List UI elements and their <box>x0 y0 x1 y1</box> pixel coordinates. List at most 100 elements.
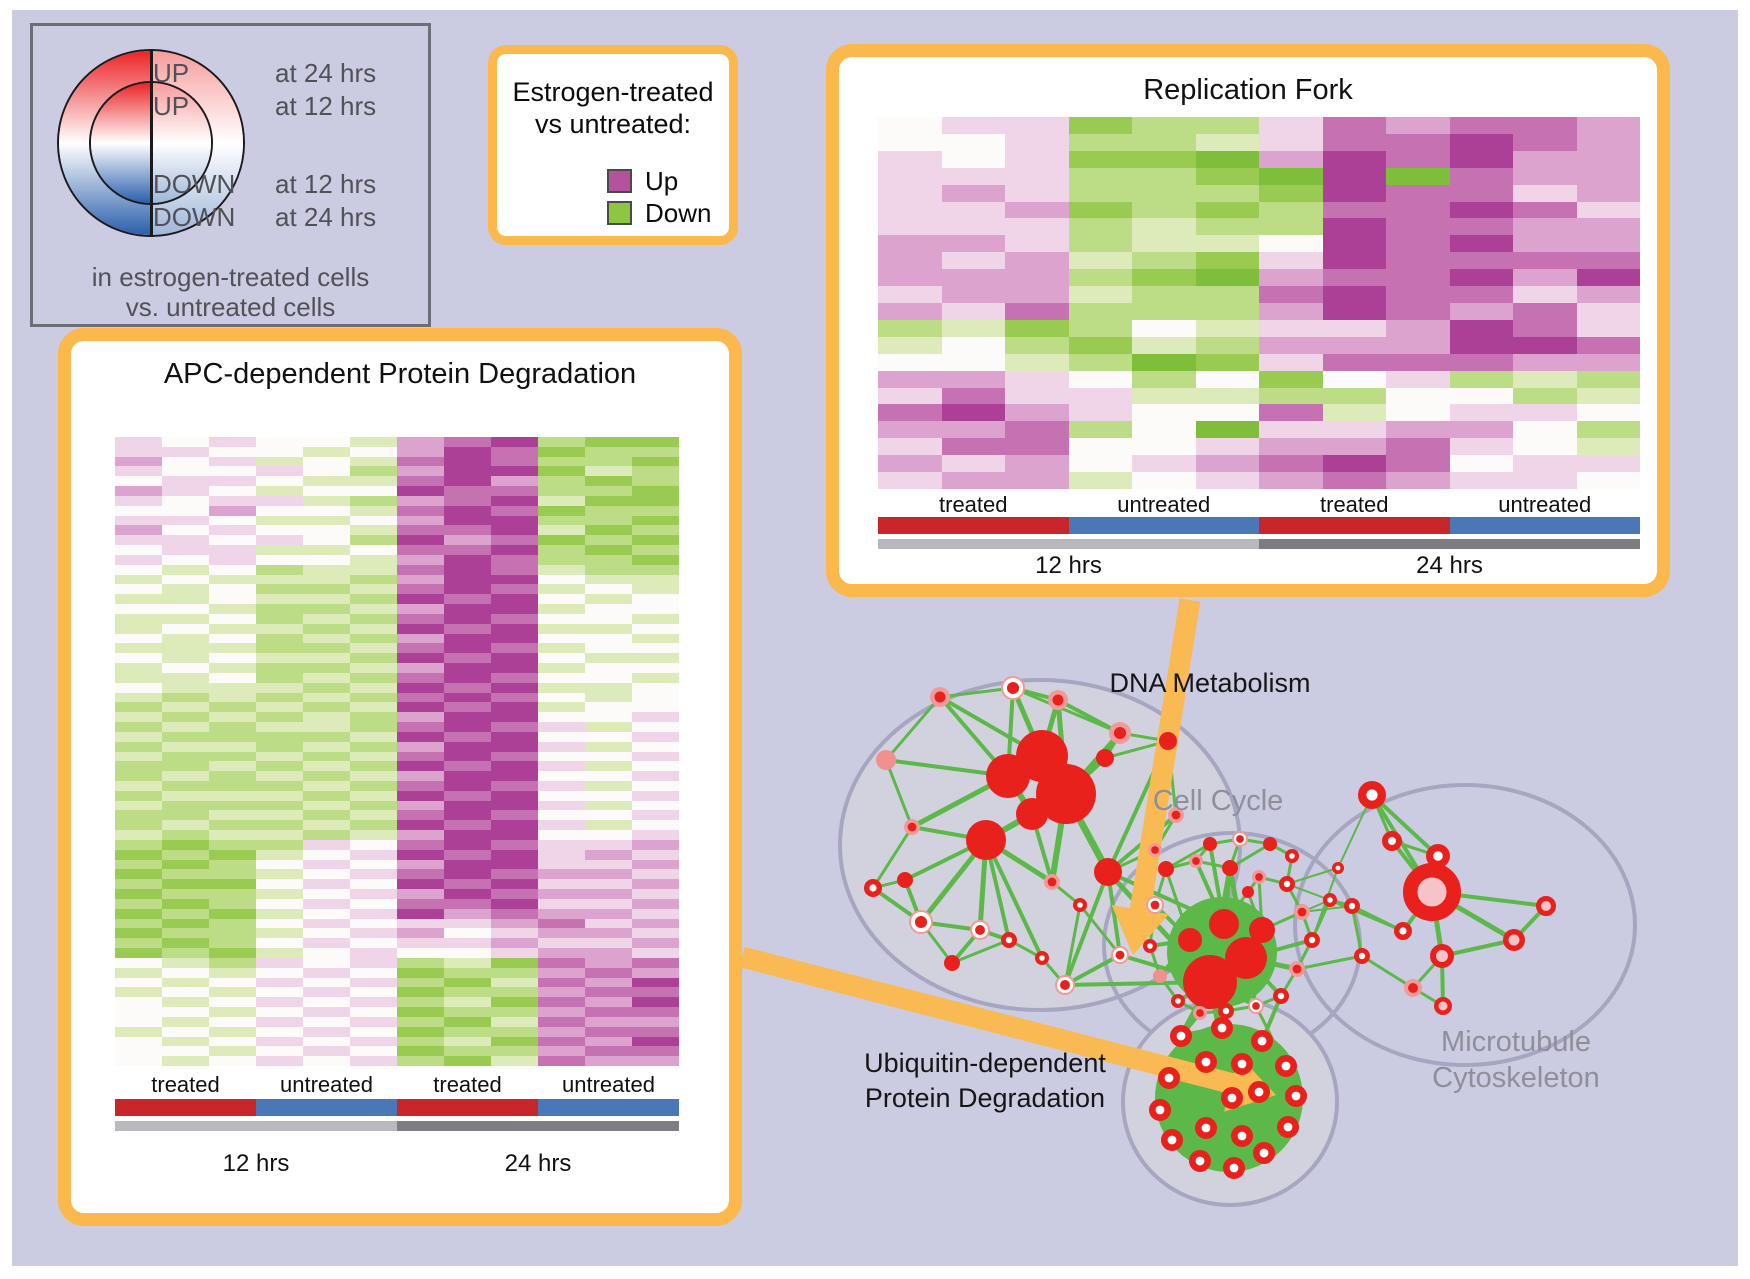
heatmap-cell <box>538 751 585 762</box>
heatmap-cell <box>1132 387 1196 405</box>
heatmap-cell <box>585 486 632 496</box>
network-node <box>1161 1129 1184 1152</box>
heatmap-cell <box>1005 472 1069 489</box>
heatmap-cell <box>444 1026 491 1037</box>
heatmap-cell <box>115 672 162 683</box>
heatmap-cell <box>1132 235 1196 253</box>
heatmap-cell <box>1322 269 1386 287</box>
heatmap-cell <box>1449 218 1513 236</box>
heatmap-row <box>878 472 1640 489</box>
network-node <box>1096 749 1114 767</box>
time-bar-12hrs <box>115 1121 397 1131</box>
heatmap-cell <box>538 957 585 968</box>
heatmap-cell <box>209 682 256 693</box>
heatmap-cell <box>632 712 679 723</box>
network-node-core <box>934 691 946 703</box>
heatmap-cell <box>162 889 209 899</box>
network-node <box>1142 938 1157 953</box>
heatmap-cell <box>491 780 538 791</box>
heatmap-cell <box>256 466 303 477</box>
heatmap-cell <box>585 741 632 752</box>
heatmap-cell <box>585 594 632 605</box>
heatmap-cell <box>303 820 350 831</box>
heatmap-cell <box>162 1036 209 1047</box>
heatmap-cell <box>444 1007 491 1017</box>
heatmap-cell <box>585 535 632 546</box>
heatmap-cell <box>491 948 538 958</box>
network-node-core <box>1252 1002 1260 1010</box>
heatmap-cell <box>444 712 491 723</box>
heatmap-cell <box>538 446 585 457</box>
treated-bar <box>878 517 1069 534</box>
heatmap-cell <box>303 653 350 664</box>
heatmap-cell <box>1322 117 1386 134</box>
heatmap-cell <box>491 613 538 624</box>
heatmap-cell <box>491 1007 538 1017</box>
heatmap-cell <box>444 437 491 447</box>
heatmap-cell <box>397 466 444 477</box>
heatmap-cell <box>115 771 162 781</box>
heatmap-row <box>878 421 1640 439</box>
heatmap-cell <box>585 731 632 742</box>
cluster-label-microtubule-line2: Cytoskeleton <box>1432 1062 1600 1094</box>
heatmap-cell <box>491 672 538 683</box>
heatmap-cell <box>585 820 632 831</box>
heatmap-cell <box>444 604 491 614</box>
heatmap-cell <box>350 564 397 575</box>
heatmap-cell <box>491 830 538 840</box>
heatmap-cell <box>397 623 444 634</box>
heatmap-cell <box>256 535 303 546</box>
heatmap-cell <box>444 957 491 968</box>
network-node-core <box>1150 900 1160 910</box>
legend-dir-label: UP <box>153 58 190 88</box>
heatmap-cell <box>538 633 585 644</box>
heatmap-cell <box>1449 269 1513 287</box>
heatmap-cell <box>209 702 256 713</box>
heatmap-cell <box>1386 286 1450 303</box>
heatmap-cell <box>303 712 350 723</box>
heatmap-cell <box>1259 133 1323 151</box>
heatmap-cell <box>632 545 679 555</box>
heatmap-cell <box>397 957 444 968</box>
heatmap-cell <box>209 613 256 624</box>
group-label-untreated: untreated <box>1117 492 1211 517</box>
heatmap-cell <box>350 712 397 723</box>
heatmap-row <box>115 967 679 978</box>
heatmap-cell <box>585 751 632 762</box>
heatmap-cell <box>350 751 397 762</box>
network-node <box>1382 831 1402 851</box>
heatmap-cell <box>303 525 350 536</box>
heatmap-row <box>115 938 679 949</box>
heatmap-cell <box>632 446 679 457</box>
heatmap-cell <box>115 938 162 949</box>
heatmap-cell <box>397 495 444 506</box>
heatmap-cell <box>1513 319 1577 337</box>
heatmap-cell <box>115 800 162 811</box>
heatmap-cell <box>350 535 397 546</box>
heatmap-cell <box>162 741 209 752</box>
heatmap-cell <box>209 948 256 958</box>
heatmap-cell <box>444 682 491 693</box>
heatmap-cell <box>1322 184 1386 202</box>
heatmap-row <box>115 623 679 634</box>
heatmap-cell <box>585 761 632 772</box>
group-label-untreated: untreated <box>1498 492 1592 517</box>
heatmap-cell <box>585 584 632 595</box>
heatmap-cell <box>397 1016 444 1027</box>
heatmap-cell <box>350 918 397 929</box>
heatmap-cell <box>941 286 1005 303</box>
heatmap-cell <box>209 1056 256 1066</box>
heatmap-cell <box>444 869 491 880</box>
heatmap-cell <box>1386 387 1450 405</box>
heatmap-cell <box>1386 184 1450 202</box>
heatmap-row <box>115 663 679 673</box>
heatmap-row <box>115 1036 679 1047</box>
heatmap-cell <box>1259 353 1323 371</box>
network-node-core <box>907 822 917 832</box>
heatmap-cell <box>1195 235 1259 253</box>
heatmap-cell <box>256 751 303 762</box>
network-node <box>1170 993 1185 1008</box>
heatmap-cell <box>303 1016 350 1027</box>
network-edge <box>1370 793 1440 858</box>
heatmap-cell <box>632 957 679 968</box>
